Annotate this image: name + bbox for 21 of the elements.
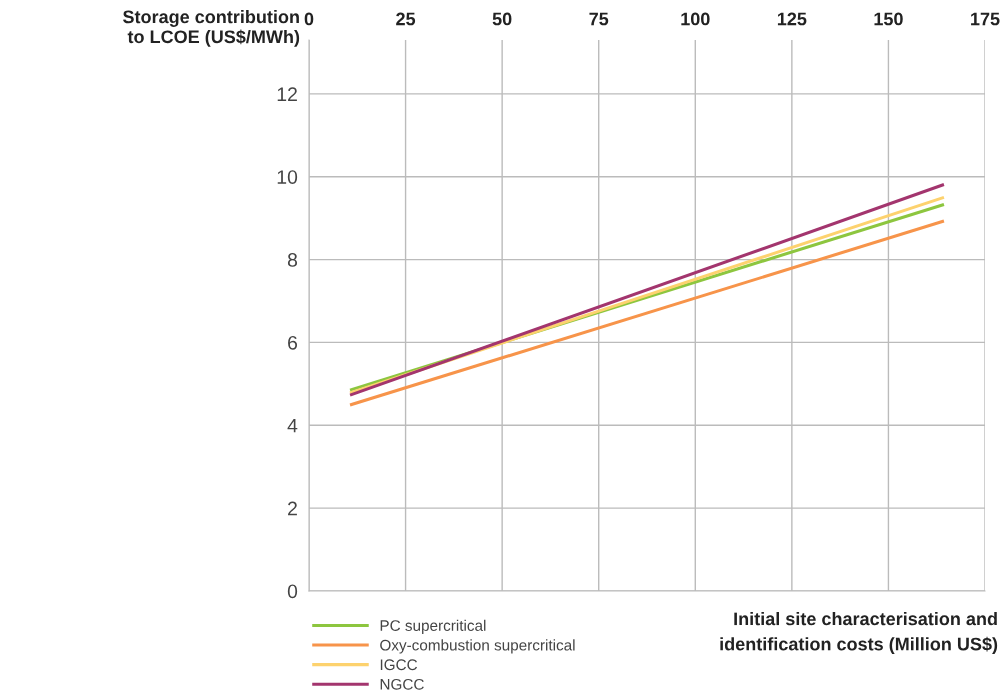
y-tick-label: 2	[288, 501, 297, 516]
legend-label: PC supercritical	[380, 619, 486, 634]
y-tick-label: 0	[287, 584, 298, 599]
x-axis-title: Initial site characterisation and identification costs (Million US$)	[720, 612, 998, 655]
y-tick-label: 4	[287, 418, 298, 433]
x-tick-label: 150	[874, 12, 903, 26]
y-axis-title: Storage contribution to LCOE (US$/MWh)	[122, 10, 300, 47]
legend-label: Oxy-combustion supercritical	[380, 639, 575, 654]
y-tick-label: 12	[277, 87, 297, 101]
legend-label: NGCC	[380, 678, 424, 690]
y-tick-label: 6	[288, 335, 298, 350]
x-tick-label: 75	[589, 12, 609, 26]
legend-label: IGCC	[380, 659, 418, 671]
x-tick-label: 50	[492, 12, 512, 26]
y-tick-label: 10	[277, 170, 298, 184]
x-tick-label: 100	[681, 12, 710, 26]
x-tick-label: 175	[971, 12, 1000, 26]
x-tick-label: 25	[396, 12, 416, 26]
x-tick-label: 0	[304, 12, 314, 26]
y-tick-label: 8	[287, 253, 298, 267]
x-tick-label: 125	[777, 12, 807, 26]
